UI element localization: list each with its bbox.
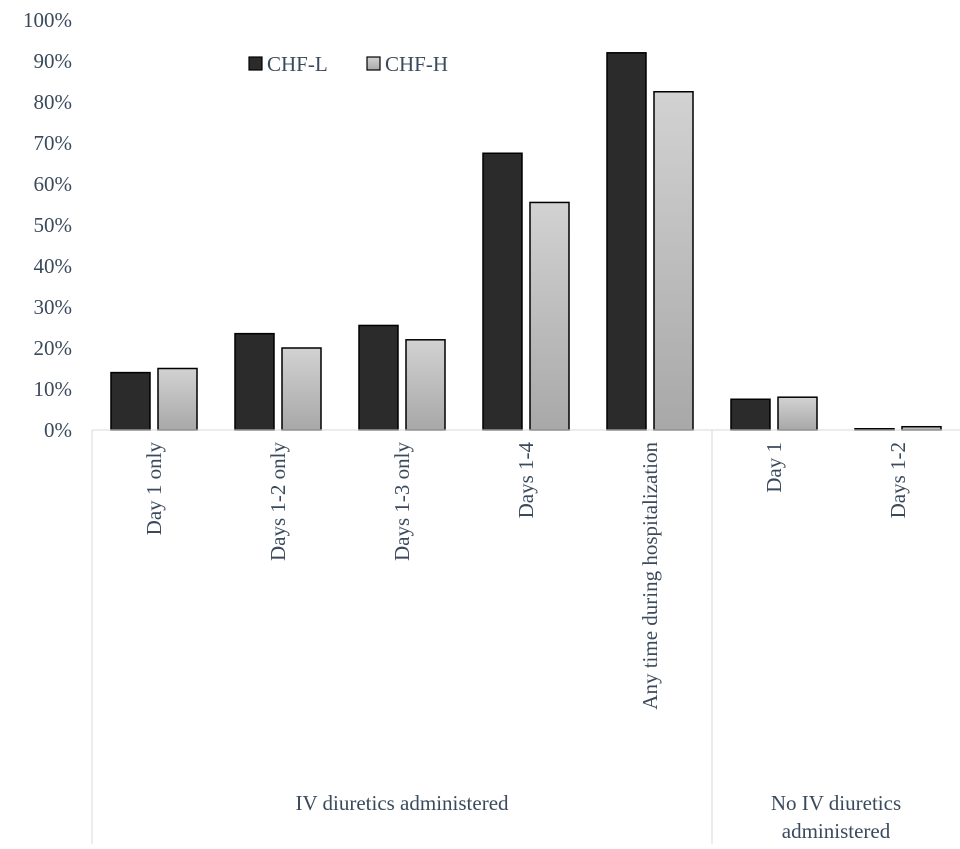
y-tick-label: 0%: [44, 418, 72, 442]
bar-chf-h: [281, 347, 322, 431]
y-tick-label: 80%: [34, 90, 73, 114]
x-tick-label: Any time during hospitalization: [638, 442, 662, 710]
x-tick-label: Day 1 only: [142, 442, 166, 536]
bar-chf-l: [730, 398, 771, 431]
group-label: No IV diuretics: [771, 791, 901, 815]
bar-chf-h: [653, 91, 694, 431]
axis-lines: [91, 429, 960, 844]
y-tick-label: 70%: [34, 131, 73, 155]
legend-swatch-chf-h: [366, 56, 381, 71]
x-tick-label: Days 1-4: [514, 442, 538, 519]
bar-chf-h: [777, 396, 818, 431]
y-tick-label: 20%: [34, 336, 73, 360]
y-tick-label: 90%: [34, 49, 73, 73]
bars: [110, 52, 942, 431]
y-tick-label: 30%: [34, 295, 73, 319]
group-labels: IV diuretics administered No IV diuretics…: [295, 791, 901, 843]
group-label: administered: [782, 819, 891, 843]
y-tick-label: 40%: [34, 254, 73, 278]
group-label: IV diuretics administered: [295, 791, 509, 815]
y-tick-label: 10%: [34, 377, 73, 401]
x-axis-category-labels: Day 1 only Days 1-2 only Days 1-3 only Days…: [142, 442, 910, 710]
bar-chf-l: [358, 324, 399, 431]
bar-chf-l: [234, 332, 275, 431]
bar-chf-l: [482, 152, 523, 431]
legend-label-chf-h: CHF-H: [385, 52, 448, 76]
legend-label-chf-l: CHF-L: [267, 52, 328, 76]
x-tick-label: Days 1-3 only: [390, 442, 414, 561]
bar-chf-l: [606, 52, 647, 431]
legend: CHF-L CHF-H: [248, 52, 448, 76]
y-tick-label: 100%: [23, 8, 72, 32]
y-tick-label: 50%: [34, 213, 73, 237]
x-tick-label: Day 1: [762, 442, 786, 493]
x-tick-label: Days 1-2: [886, 442, 910, 518]
x-tick-label: Days 1-2 only: [266, 442, 290, 561]
bar-chf-h: [157, 367, 198, 431]
y-tick-label: 60%: [34, 172, 73, 196]
legend-swatch-chf-l: [248, 56, 263, 71]
bar-chf-h: [529, 201, 570, 431]
bar-chf-h: [405, 339, 446, 431]
y-axis-tick-labels: 0% 10% 20% 30% 40% 50% 60% 70% 80% 90% 100%: [23, 8, 72, 442]
bar-chf-l: [110, 371, 151, 431]
